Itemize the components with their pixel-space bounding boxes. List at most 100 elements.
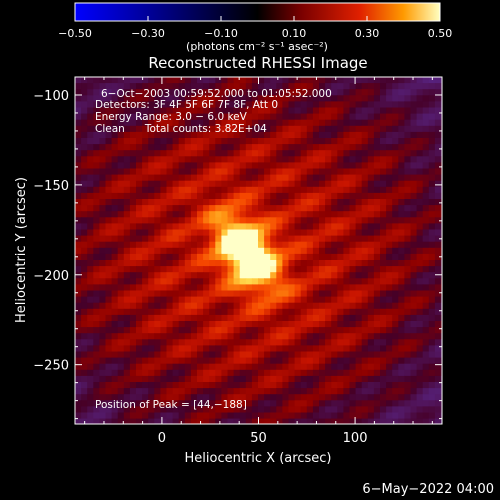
heatmap-cell [264,369,271,377]
heatmap-cell [428,302,436,310]
heatmap-cell [184,382,192,389]
heatmap-cell [294,369,302,377]
heatmap-cell [123,253,131,261]
heatmap-cell [306,199,314,206]
heatmap-cell [93,199,100,206]
heatmap-cell [337,107,344,115]
heatmap-cell [111,131,119,139]
heatmap-cell [166,314,174,322]
heatmap-cell [154,83,161,90]
heatmap-cell [178,235,186,243]
heatmap-cell [75,351,82,359]
heatmap-cell [331,125,338,133]
heatmap-cell [367,260,375,267]
heatmap-cell [331,119,338,127]
heatmap-cell [75,156,82,163]
heatmap-cell [361,131,369,139]
heatmap-cell [422,412,430,420]
heatmap-cell [300,174,308,182]
heatmap-cell [367,205,375,212]
heatmap-cell [172,180,180,188]
heatmap-cell [343,199,350,206]
heatmap-cell [306,375,314,383]
heatmap-cell [93,302,100,310]
heatmap-cell [221,302,228,310]
heatmap-cell [258,119,265,127]
heatmap-cell [319,241,326,249]
heatmap-cell [178,339,186,346]
heatmap-cell [434,327,442,334]
heatmap-cell [197,308,204,316]
heatmap-cell [264,186,271,194]
heatmap-cell [81,89,88,96]
heatmap-cell [190,351,198,359]
heatmap-cell [172,363,180,371]
heatmap-cell [93,418,100,424]
heatmap-cell [166,241,174,249]
heatmap-cell [136,327,143,334]
heatmap-cell [270,119,277,127]
heatmap-cell [264,144,271,151]
heatmap-cell [361,107,369,115]
heatmap-cell [264,125,271,133]
heatmap-cell [282,186,289,194]
heatmap-cell [355,217,363,224]
heatmap-cell [270,321,277,328]
heatmap-cell [319,107,326,115]
heatmap-cell [422,357,430,365]
heatmap-cell [111,180,119,188]
heatmap-cell [148,253,155,261]
heatmap-cell [178,89,186,96]
heatmap-cell [373,260,381,267]
heatmap-cell [319,95,326,102]
heatmap-cell [239,284,247,291]
heatmap-cell [81,400,88,407]
heatmap-cell [227,235,235,243]
heatmap-cell [392,119,399,127]
heatmap-cell [129,77,137,84]
heatmap-cell [264,339,271,346]
heatmap-cell [209,400,216,407]
heatmap-cell [227,107,235,115]
heatmap-cell [221,229,228,237]
heatmap-cell [337,150,344,157]
heatmap-cell [288,83,296,90]
heatmap-cell [251,296,259,304]
heatmap-cell [93,314,100,322]
heatmap-cell [270,125,277,133]
heatmap-cell [215,83,222,90]
heatmap-cell [410,351,418,359]
heatmap-cell [264,345,271,352]
heatmap-cell [221,223,228,230]
heatmap-cell [367,357,375,365]
heatmap-cell [87,345,94,352]
heatmap-cell [142,241,149,249]
heatmap-cell [99,369,106,377]
heatmap-cell [75,125,82,133]
heatmap-cell [325,211,332,218]
heatmap-cell [129,308,137,316]
heatmap-cell [99,284,106,291]
heatmap-cell [111,308,119,316]
heatmap-cell [123,186,131,194]
heatmap-cell [197,150,204,157]
heatmap-cell [215,144,222,151]
heatmap-cell [294,89,302,96]
heatmap-cell [282,388,289,395]
heatmap-cell [294,174,302,182]
heatmap-cell [270,83,277,90]
heatmap-cell [166,382,174,389]
heatmap-cell [410,388,418,395]
heatmap-cell [203,186,210,194]
heatmap-cell [349,290,357,298]
heatmap-cell [325,205,332,212]
heatmap-cell [422,131,430,139]
heatmap-cell [380,217,387,224]
heatmap-cell [136,235,143,243]
heatmap-cell [111,192,119,200]
heatmap-cell [209,113,216,121]
heatmap-cell [154,284,161,291]
heatmap-cell [129,253,137,261]
heatmap-cell [105,418,113,424]
heatmap-cell [239,241,247,249]
